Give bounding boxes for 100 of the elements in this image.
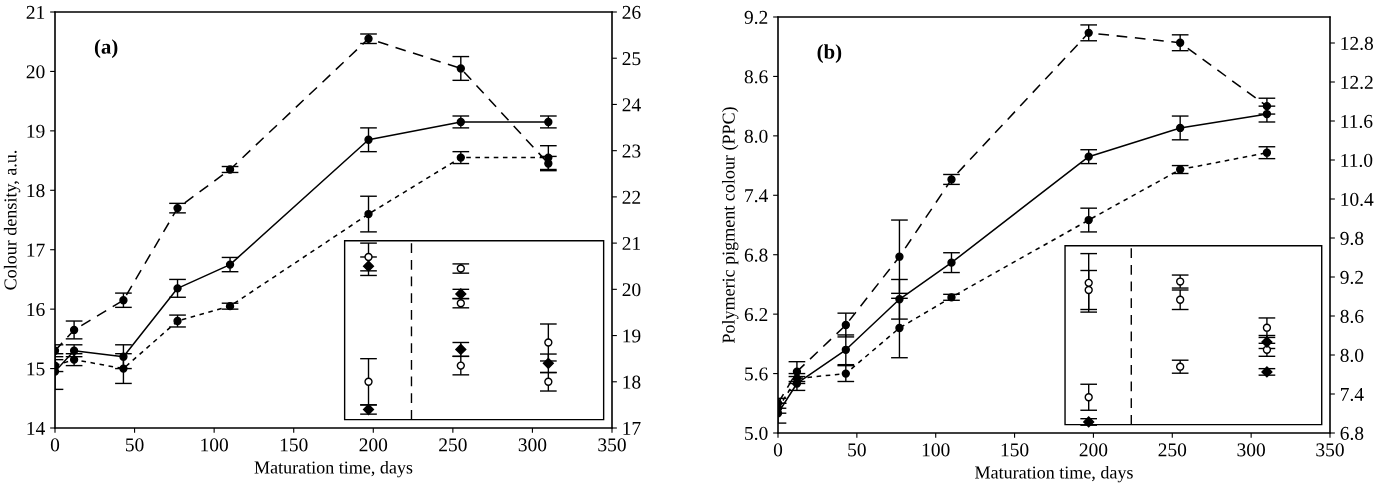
point <box>792 367 802 376</box>
point <box>1176 295 1185 304</box>
point <box>1084 393 1093 402</box>
y2-tick-label: 21 <box>622 236 640 250</box>
x-tick-label: 350 <box>598 438 626 452</box>
point <box>456 299 465 308</box>
y-tick-label: 8.6 <box>744 70 768 84</box>
point <box>1176 38 1185 47</box>
point <box>225 260 235 269</box>
y-tick-label: 6.8 <box>744 248 768 262</box>
y2-tick-label: 24 <box>622 98 641 112</box>
x-tick-label: 0 <box>773 443 783 457</box>
y-tick-label: 8.0 <box>744 129 768 143</box>
point <box>544 377 553 386</box>
x-tick-label: 200 <box>1079 443 1108 457</box>
y2-tick-label: 9.2 <box>1340 270 1363 285</box>
annotation: (b) <box>817 44 842 64</box>
point <box>1084 215 1093 225</box>
y2-tick-label: 25 <box>622 52 641 66</box>
point <box>1083 416 1095 428</box>
point <box>1084 285 1093 295</box>
point <box>225 302 235 311</box>
point <box>456 117 465 127</box>
point <box>456 64 465 73</box>
y-tick-label: 7.4 <box>745 189 768 203</box>
x-tick-label: 300 <box>518 438 547 452</box>
point <box>841 369 850 378</box>
y2-tick-label: 7.4 <box>1341 387 1364 402</box>
y-tick-label: 9.2 <box>744 10 768 25</box>
y2-tick-label: 19 <box>623 329 641 343</box>
point <box>542 357 554 369</box>
y2-tick-label: 22 <box>622 190 641 204</box>
point <box>947 258 956 267</box>
point <box>119 364 128 373</box>
y-axis-title: Colour density, a.u. <box>3 150 21 290</box>
point <box>1176 362 1185 371</box>
point <box>119 352 128 361</box>
point <box>173 284 182 293</box>
y2-tick-label: 26 <box>622 5 641 19</box>
y-tick-label: 5.0 <box>745 426 768 441</box>
y-tick-label: 15 <box>27 362 45 376</box>
point <box>544 153 553 162</box>
point <box>1176 123 1185 133</box>
y2-tick-label: 18 <box>623 375 641 389</box>
point <box>895 323 904 333</box>
y-tick-label: 6.2 <box>744 308 768 322</box>
point <box>544 338 553 347</box>
x-tick-label: 250 <box>1158 443 1187 457</box>
y2-tick-label: 6.8 <box>1340 426 1364 441</box>
y2-tick-label: 8.0 <box>1340 348 1364 363</box>
point <box>895 252 904 261</box>
y-tick-label: 20 <box>26 65 45 79</box>
point <box>841 320 850 330</box>
y2-tick-label: 12.2 <box>1341 75 1373 90</box>
x-tick-label: 150 <box>1001 443 1029 457</box>
point <box>364 252 373 262</box>
x-tick-label: 100 <box>201 438 228 452</box>
x-tick-label: 100 <box>922 443 950 457</box>
y-axis-title: Polymeric pigment colour (PPC) <box>721 107 739 344</box>
point <box>1262 323 1272 332</box>
y2-tick-label: 9.8 <box>1340 231 1364 246</box>
y-tick-label: 19 <box>27 124 45 138</box>
annotation: (a) <box>94 39 118 59</box>
point <box>225 165 235 174</box>
y-tick-label: 5.6 <box>745 367 768 381</box>
point <box>362 260 375 272</box>
point <box>1262 148 1272 157</box>
point <box>456 361 465 370</box>
point <box>1176 165 1185 174</box>
y-tick-label: 18 <box>27 184 45 198</box>
y2-tick-label: 23 <box>622 144 641 158</box>
x-tick-label: 50 <box>848 443 866 457</box>
x-tick-label: 250 <box>439 438 467 452</box>
x-tick-label: 200 <box>359 438 388 452</box>
point <box>1261 366 1273 378</box>
y2-tick-label: 12.8 <box>1341 36 1374 51</box>
point <box>69 325 79 335</box>
point <box>364 377 373 386</box>
y2-tick-label: 11.0 <box>1341 153 1373 168</box>
point <box>1262 345 1272 354</box>
point <box>364 135 373 144</box>
point <box>456 264 465 273</box>
point <box>1084 28 1093 38</box>
point <box>841 345 850 354</box>
y-tick-label: 14 <box>27 421 45 435</box>
x-tick-label: 350 <box>1316 443 1344 457</box>
y-tick-label: 17 <box>27 243 45 257</box>
point <box>1084 152 1093 161</box>
point <box>119 296 128 305</box>
point <box>1262 109 1272 119</box>
y2-tick-label: 11.6 <box>1341 114 1373 129</box>
y2-tick-label: 20 <box>622 283 641 297</box>
y2-tick-label: 17 <box>623 421 641 435</box>
point <box>456 153 465 162</box>
x-tick-label: 0 <box>50 438 60 452</box>
x-axis-title: Maturation time, days <box>254 460 413 478</box>
y2-tick-label: 8.6 <box>1340 309 1364 324</box>
y-tick-label: 16 <box>27 303 45 317</box>
y-tick-label: 21 <box>26 5 45 19</box>
y2-tick-label: 10.4 <box>1341 192 1374 207</box>
